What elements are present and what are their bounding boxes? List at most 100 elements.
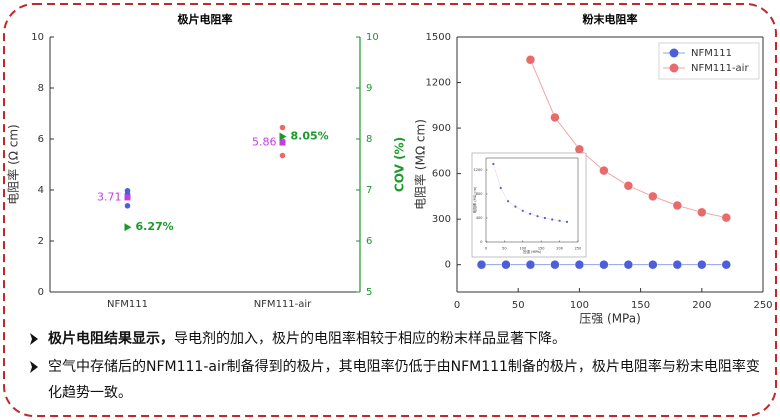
data-point bbox=[501, 259, 511, 270]
data-point bbox=[648, 259, 658, 270]
y-axis-label: 电阻率 (MΩ cm) bbox=[472, 186, 477, 213]
data-point bbox=[543, 216, 546, 220]
data-point bbox=[648, 191, 658, 202]
chart-title: 极片电阻率 bbox=[178, 12, 233, 26]
y-tick-label: 1500 bbox=[426, 32, 451, 43]
bullet-arrow bbox=[30, 361, 38, 373]
data-point bbox=[525, 259, 536, 270]
y-tick-label: 1200 bbox=[474, 168, 483, 172]
bullet-bold: 极片电阻结果显示， bbox=[48, 331, 174, 347]
x-tick-label: 250 bbox=[753, 300, 772, 311]
y-tick-label: 8 bbox=[38, 83, 44, 94]
legend-label: NFM111 bbox=[691, 48, 732, 59]
data-point bbox=[721, 212, 732, 223]
mean-label: 5.86 bbox=[252, 136, 277, 149]
data-point bbox=[550, 112, 560, 123]
data-point bbox=[697, 259, 707, 270]
y-tick-label: 4 bbox=[38, 185, 44, 196]
data-point bbox=[599, 165, 609, 176]
cov-label: 6.27% bbox=[136, 220, 174, 233]
data-point bbox=[536, 215, 539, 218]
x-tick-label: 250 bbox=[575, 247, 582, 251]
mean-marker bbox=[124, 194, 131, 201]
data-point bbox=[599, 259, 609, 270]
y-tick-label: 600 bbox=[432, 169, 451, 180]
x-tick-label: 50 bbox=[512, 300, 525, 311]
inset-box bbox=[471, 152, 587, 258]
y2-tick-label: 8 bbox=[366, 134, 372, 145]
frame bbox=[3, 3, 777, 417]
x-tick-label: 100 bbox=[570, 300, 589, 311]
x-tick-label: 100 bbox=[519, 247, 526, 251]
y-tick-label: 400 bbox=[476, 216, 483, 220]
data-point bbox=[551, 218, 554, 221]
data-point bbox=[550, 259, 560, 270]
bullet: 极片电阻结果显示，导电剂的加入，极片的电阻率相较于相应的粉末样品显著下降。 bbox=[48, 326, 768, 352]
data-point bbox=[623, 181, 634, 191]
data-point bbox=[623, 259, 634, 270]
legend-marker bbox=[669, 48, 679, 58]
bullet: 空气中存储后的NFM111-air制备得到的极片，其电阻率仍低于由NFM111制… bbox=[48, 354, 773, 406]
y-tick-label: 900 bbox=[432, 123, 451, 134]
x-axis-label: 压强 (MPa) bbox=[523, 249, 542, 254]
data-point bbox=[525, 55, 536, 65]
data-point bbox=[476, 259, 487, 270]
data-point bbox=[574, 144, 585, 155]
data-point bbox=[574, 259, 585, 270]
x-tick-label: 50 bbox=[502, 247, 506, 251]
cov-marker bbox=[279, 132, 287, 141]
y-tick-label: 6 bbox=[38, 134, 44, 145]
data-point bbox=[565, 220, 569, 223]
mean-marker bbox=[279, 139, 286, 146]
mean-label: 3.71 bbox=[97, 190, 122, 203]
x-tick-label: 200 bbox=[692, 300, 711, 311]
y2-tick-label: 7 bbox=[366, 185, 372, 196]
cov-label: 8.05% bbox=[291, 129, 329, 142]
x-axis-label: 压强 (MPa) bbox=[579, 312, 641, 326]
y-tick-label: 10 bbox=[31, 32, 44, 43]
y-axis-label: 电阻率 (MΩ cm) bbox=[413, 119, 428, 210]
y2-tick-label: 6 bbox=[366, 236, 372, 247]
x-tick-label: 0 bbox=[485, 247, 487, 251]
data-point bbox=[558, 219, 561, 222]
chart-title: 粉末电阻率 bbox=[583, 12, 638, 26]
y-tick-label: 0 bbox=[480, 240, 482, 244]
y-tick-label: 0 bbox=[445, 260, 451, 271]
y2-axis-label: COV (%) bbox=[393, 137, 407, 192]
data-point bbox=[499, 186, 502, 190]
sample-point bbox=[279, 124, 286, 131]
x-tick-label: 150 bbox=[631, 300, 650, 311]
bullet-arrow bbox=[30, 333, 38, 345]
x-tick-label: 200 bbox=[556, 247, 563, 251]
legend-label: NFM111-air bbox=[691, 63, 749, 74]
data-point bbox=[672, 259, 683, 270]
x-tick-label: 150 bbox=[538, 247, 545, 251]
data-point bbox=[672, 200, 683, 211]
data-point bbox=[521, 209, 524, 212]
x-tick-label: 0 bbox=[454, 300, 460, 311]
y-tick-label: 800 bbox=[476, 192, 483, 196]
data-point bbox=[529, 212, 532, 215]
data-point bbox=[506, 200, 510, 203]
sample-point bbox=[124, 203, 131, 209]
data-point bbox=[514, 205, 517, 208]
data-point bbox=[697, 207, 707, 218]
data-point bbox=[492, 162, 495, 166]
y2-tick-label: 9 bbox=[366, 83, 372, 94]
y-tick-label: 1200 bbox=[426, 78, 451, 89]
bullet-text: 导电剂的加入，极片的电阻率相较于相应的粉末样品显著下降。 bbox=[174, 331, 566, 347]
y2-tick-label: 5 bbox=[366, 287, 372, 298]
legend-marker bbox=[669, 63, 679, 73]
bullet-text: 空气中存储后的NFM111-air制备得到的极片，其电阻率仍低于由NFM111制… bbox=[48, 359, 760, 401]
sample-point bbox=[279, 152, 286, 159]
y2-tick-label: 10 bbox=[366, 32, 379, 43]
y-tick-label: 0 bbox=[38, 287, 44, 298]
x-tick-label: NFM111-air bbox=[254, 299, 312, 310]
data-point bbox=[721, 259, 732, 270]
x-tick-label: NFM111 bbox=[107, 299, 148, 310]
y-tick-label: 300 bbox=[432, 214, 451, 225]
cov-marker bbox=[124, 223, 132, 232]
y-axis-label: 电阻率 (Ω cm) bbox=[6, 124, 21, 204]
